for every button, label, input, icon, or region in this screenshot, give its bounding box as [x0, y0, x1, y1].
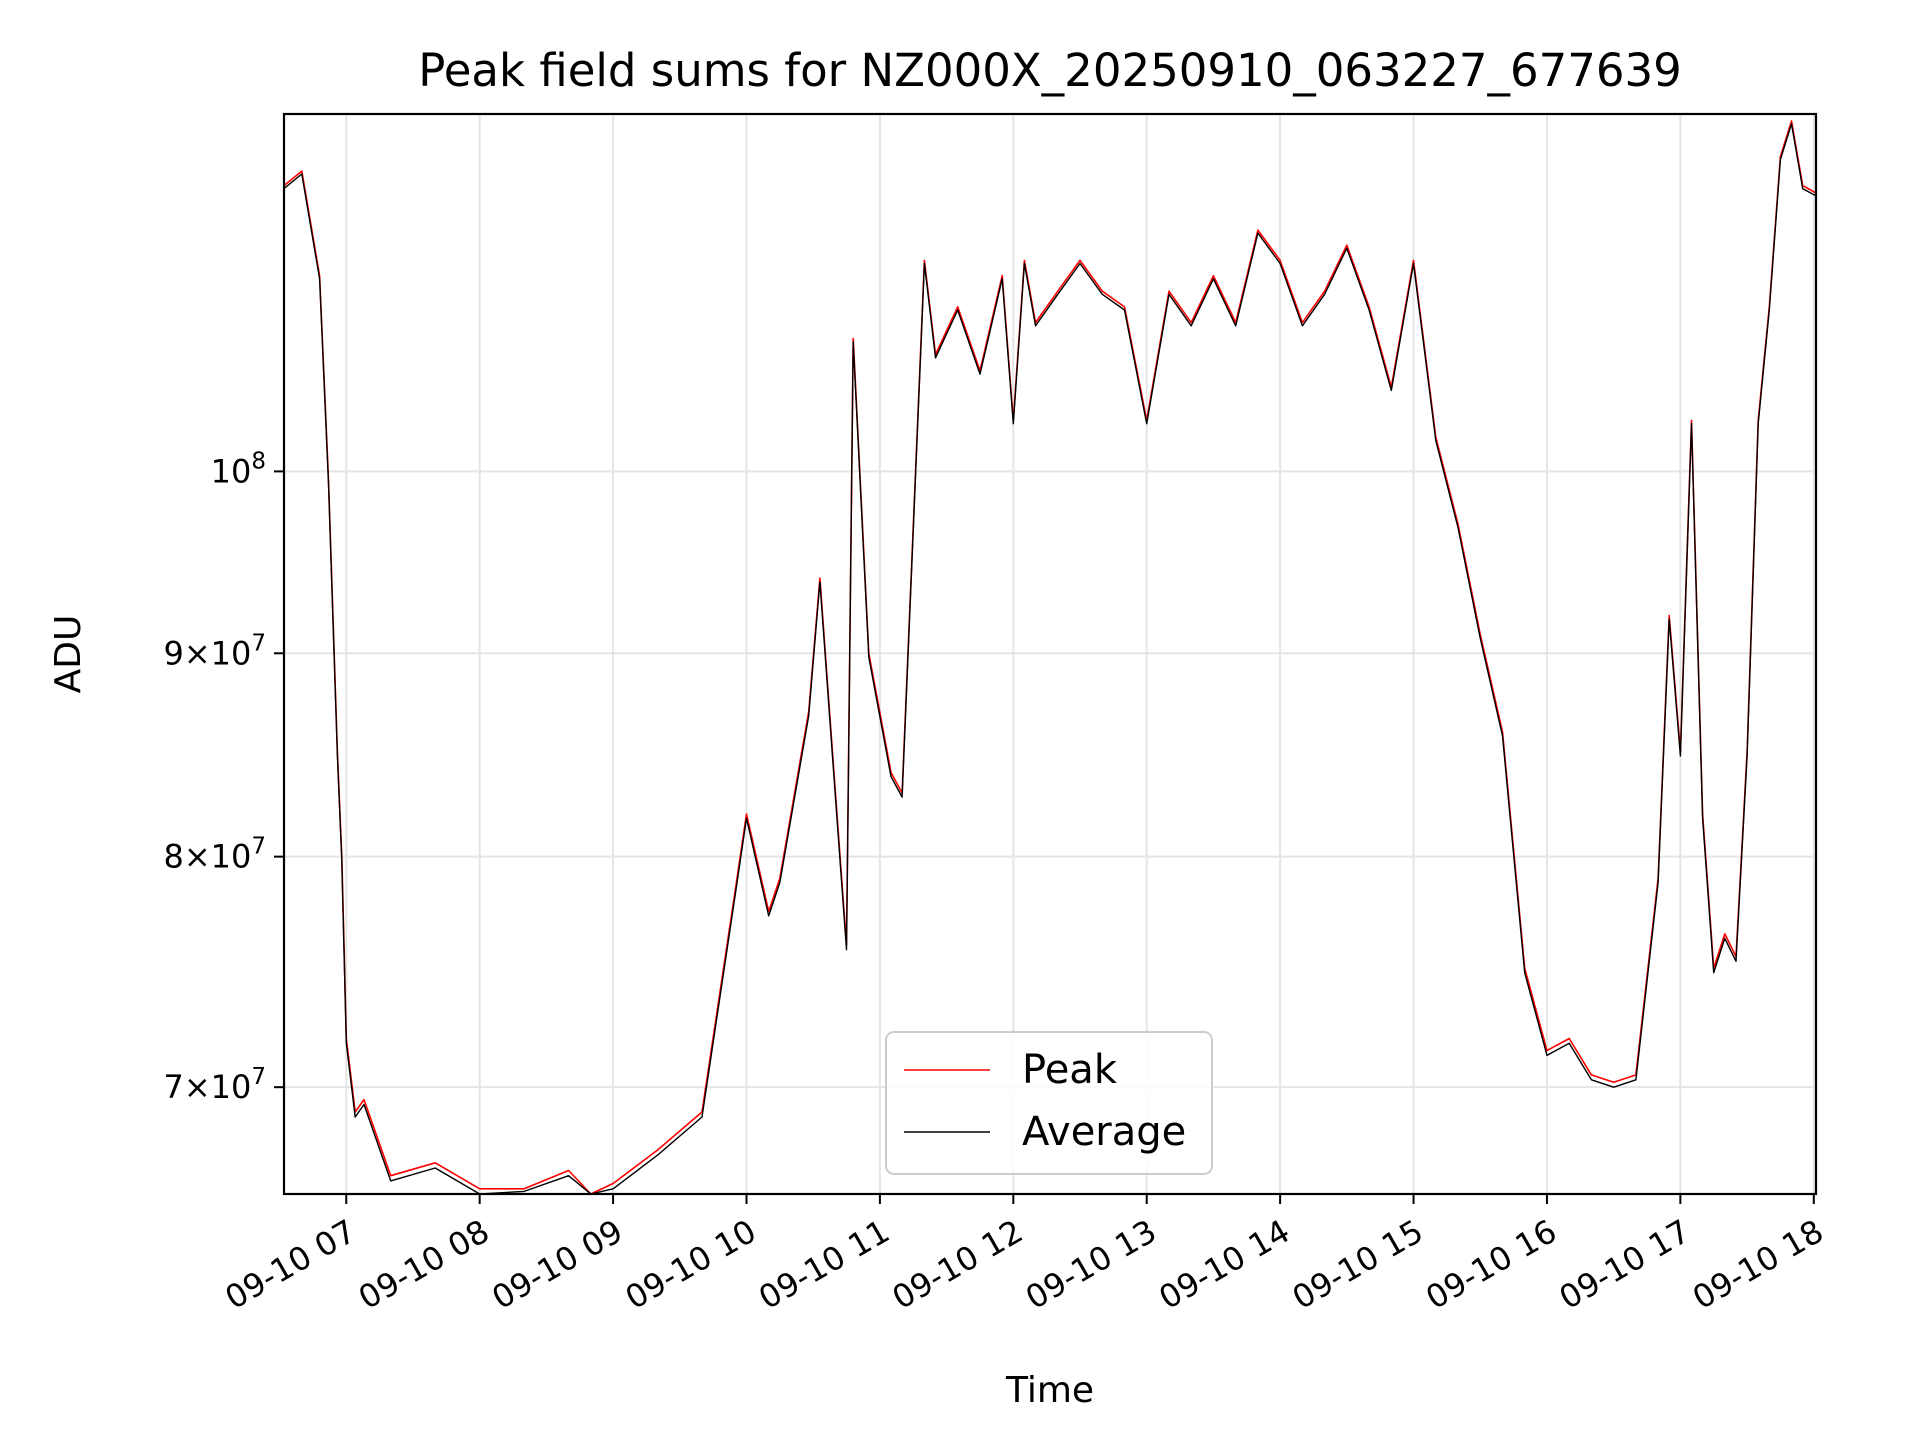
series-line-average — [283, 123, 1817, 1195]
y-tick-label: 7×107 — [163, 1064, 266, 1106]
x-axis-label: Time — [1005, 1370, 1094, 1411]
y-tick-label: 9×107 — [163, 630, 266, 672]
chart-title: Peak field sums for NZ000X_20250910_0632… — [418, 44, 1682, 97]
legend: Peak Average — [885, 1031, 1213, 1175]
y-axis-label: ADU — [48, 615, 89, 694]
legend-label-average: Average — [1022, 1109, 1186, 1155]
legend-box — [885, 1031, 1213, 1175]
y-tick-label: 108 — [211, 448, 266, 490]
legend-label-peak: Peak — [1022, 1047, 1118, 1093]
y-axis-ticks: 7×107 8×107 9×107 108 — [163, 448, 284, 1106]
y-tick-label: 8×107 — [163, 834, 266, 876]
series-lines — [283, 120, 1817, 1195]
